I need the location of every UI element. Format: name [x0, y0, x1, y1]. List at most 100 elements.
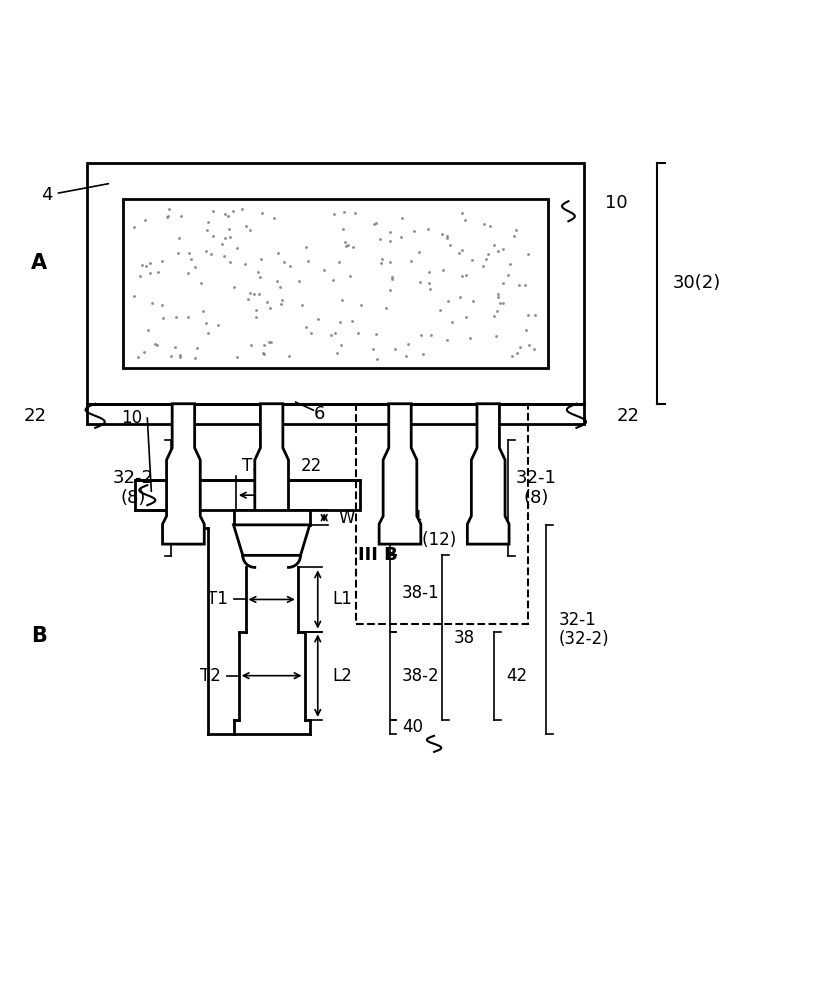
- Point: [135, 257, 149, 273]
- Polygon shape: [162, 404, 204, 544]
- Point: [341, 237, 354, 253]
- Point: [481, 246, 494, 262]
- Point: [455, 205, 468, 221]
- Point: [352, 325, 365, 341]
- Text: (32-2): (32-2): [558, 630, 609, 648]
- Point: [522, 337, 535, 353]
- Point: [434, 302, 447, 318]
- Point: [370, 351, 384, 367]
- Point: [196, 303, 209, 319]
- Text: 4: 4: [42, 184, 109, 204]
- Point: [149, 336, 162, 352]
- Point: [335, 292, 348, 308]
- Point: [375, 251, 388, 267]
- Point: [347, 239, 360, 255]
- Point: [422, 221, 435, 237]
- Point: [155, 253, 168, 269]
- Point: [133, 268, 146, 284]
- Bar: [123, 199, 548, 368]
- Point: [257, 345, 270, 361]
- Point: [407, 223, 420, 239]
- Point: [263, 334, 276, 350]
- Polygon shape: [233, 510, 310, 525]
- Point: [396, 210, 409, 226]
- Point: [231, 349, 244, 365]
- Point: [477, 258, 490, 274]
- Point: [127, 219, 140, 235]
- Point: [174, 349, 187, 365]
- Point: [453, 245, 466, 261]
- Point: [156, 310, 169, 326]
- Point: [199, 243, 212, 259]
- Point: [240, 218, 253, 234]
- Point: [250, 309, 263, 325]
- Polygon shape: [468, 404, 509, 544]
- Text: 40: 40: [402, 718, 423, 736]
- Point: [402, 336, 415, 352]
- Point: [260, 294, 273, 310]
- Point: [330, 345, 344, 361]
- Text: (8): (8): [524, 489, 549, 507]
- Bar: [356, 404, 528, 624]
- Point: [374, 255, 387, 271]
- Point: [258, 337, 271, 353]
- Point: [493, 295, 506, 311]
- Point: [502, 267, 515, 283]
- Point: [191, 340, 204, 356]
- Point: [423, 275, 436, 291]
- Polygon shape: [135, 480, 184, 510]
- Point: [182, 265, 195, 281]
- Point: [513, 277, 526, 293]
- Point: [441, 228, 454, 244]
- Point: [205, 246, 218, 262]
- Point: [256, 205, 269, 221]
- Point: [165, 348, 178, 364]
- Point: [151, 337, 164, 353]
- Point: [339, 234, 352, 250]
- Point: [305, 325, 318, 341]
- Point: [255, 251, 268, 267]
- Point: [227, 203, 240, 219]
- Point: [384, 233, 397, 249]
- Text: 42: 42: [506, 667, 527, 685]
- Point: [138, 344, 151, 360]
- Point: [424, 327, 437, 343]
- Point: [459, 267, 472, 283]
- Point: [455, 268, 468, 284]
- Point: [436, 226, 449, 242]
- Bar: [87, 163, 584, 404]
- Polygon shape: [87, 163, 584, 199]
- Point: [465, 252, 478, 268]
- Point: [299, 239, 313, 255]
- Point: [170, 309, 183, 325]
- Point: [385, 269, 398, 285]
- Point: [243, 285, 256, 301]
- Point: [299, 319, 313, 335]
- Point: [264, 334, 277, 350]
- Point: [144, 265, 157, 281]
- Point: [217, 248, 230, 264]
- Point: [444, 237, 457, 253]
- Text: 34: 34: [402, 509, 424, 527]
- Point: [459, 309, 472, 325]
- Point: [175, 208, 188, 224]
- Point: [219, 230, 232, 246]
- Text: 30(2): 30(2): [672, 274, 721, 292]
- Point: [441, 230, 454, 246]
- Point: [446, 314, 459, 330]
- Point: [201, 214, 214, 230]
- Point: [459, 212, 472, 228]
- Text: 10: 10: [121, 409, 142, 427]
- Point: [521, 307, 534, 323]
- Text: L1: L1: [332, 590, 352, 608]
- Point: [339, 238, 353, 254]
- Point: [354, 297, 367, 313]
- Point: [161, 209, 174, 225]
- Point: [228, 279, 241, 295]
- Point: [492, 289, 505, 305]
- Point: [423, 264, 436, 280]
- Polygon shape: [87, 199, 123, 368]
- Text: 6: 6: [314, 405, 326, 423]
- Text: T2: T2: [200, 667, 221, 685]
- Point: [162, 208, 175, 224]
